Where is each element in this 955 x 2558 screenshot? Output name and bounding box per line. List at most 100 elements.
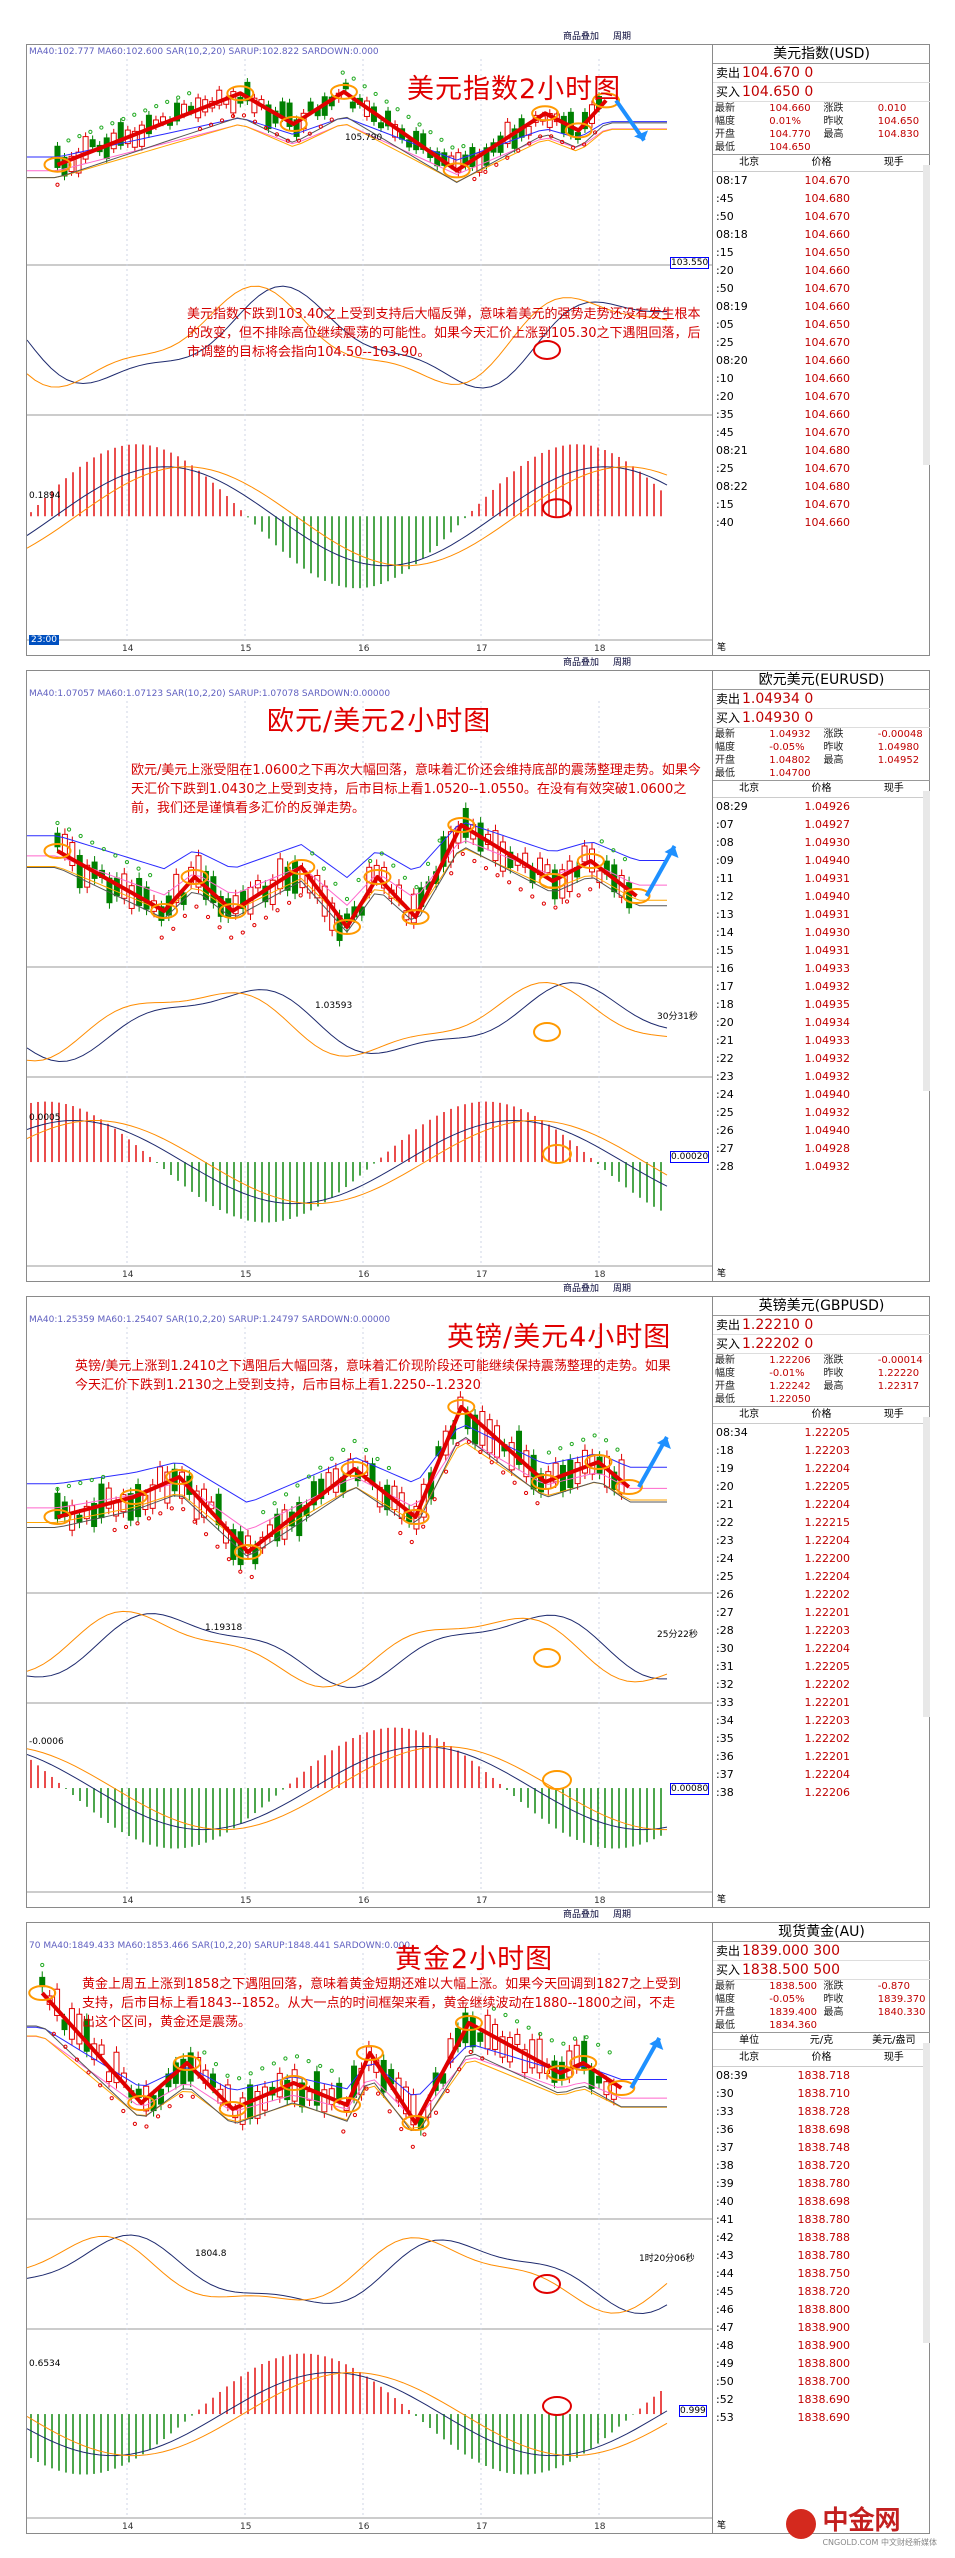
tick-row: :33 1838.728 (716, 2105, 850, 2118)
sar-dot (527, 141, 532, 146)
stat-cell: 开盘 (715, 2007, 735, 2018)
sar-dot (249, 1574, 254, 1580)
tick-row: :41 1838.780 (716, 2213, 850, 2226)
footer-tab[interactable]: 笔 (717, 643, 727, 653)
candle-body (82, 136, 89, 160)
tick-row: :13 1.04931 (716, 908, 850, 921)
toolbar-tab[interactable]: 周期 (613, 658, 632, 668)
scrollbar[interactable] (923, 165, 930, 465)
stat-cell: -0.05% (769, 1994, 805, 2005)
stat-cell: 0.010 (877, 103, 907, 114)
sub-label: 0.6534 (29, 2359, 61, 2369)
swing-point-marker (447, 1399, 476, 1415)
sar-dot (505, 155, 510, 160)
swing-point-marker (363, 869, 392, 885)
scrollbar[interactable] (923, 2043, 930, 2343)
analysis-note: 欧元/美元上涨受阻在1.0600之下再次大幅回落，意味着汇价还会维持底部的震荡整… (131, 763, 701, 816)
candle-body (529, 2039, 536, 2069)
quote-row: 卖出 1839.000 300 (713, 1942, 930, 1961)
toolbar-tab[interactable]: 商品叠加 (563, 1284, 600, 1294)
candle-body (499, 2036, 506, 2058)
candle-body (68, 155, 75, 173)
quote-row: 买入 104.650 0 (713, 83, 930, 102)
projection-arrow-head (664, 846, 679, 858)
sar-dot (63, 2044, 68, 2049)
sar-dot (99, 125, 104, 130)
stat-cell: 1838.500 (769, 1981, 817, 1992)
quote-label: 买入 (716, 85, 741, 99)
sar-dot (457, 2067, 462, 2072)
sar-dot (167, 2104, 172, 2109)
footer-tab[interactable]: 笔 (717, 2521, 727, 2531)
sar-dot (472, 858, 477, 864)
sar-dot (558, 1446, 563, 1451)
sar-dot (169, 1506, 174, 1511)
sar-dot (208, 122, 214, 127)
tick-row: :36 1838.698 (716, 2123, 850, 2136)
swing-point-marker (218, 903, 247, 919)
sar-dot (230, 114, 236, 119)
sar-dot (252, 923, 257, 928)
toolbar-tab[interactable]: 周期 (613, 32, 632, 42)
swing-point-marker (614, 1479, 643, 1495)
scrollbar[interactable] (923, 791, 930, 1091)
sar-dot (409, 1539, 414, 1545)
sub-label: 0.0005 (29, 1113, 61, 1123)
axis-day-label: 18 (594, 1270, 606, 1280)
sar-dot (146, 1516, 152, 1521)
sar-dot (202, 2050, 207, 2055)
countdown-label: 30分31秒 (657, 1012, 698, 1022)
candle-body (522, 852, 529, 868)
sar-dot (159, 935, 164, 940)
swing-point-marker (233, 1544, 262, 1560)
candle-body (265, 104, 272, 130)
quote-label: 卖出 (716, 66, 741, 80)
footer-tab[interactable]: 笔 (717, 1269, 727, 1279)
axis-day-label: 14 (122, 1270, 134, 1280)
time-label: 23:00 (29, 635, 59, 645)
quote-label: 卖出 (716, 1944, 741, 1958)
toolbar-tab[interactable]: 商品叠加 (563, 32, 600, 42)
toolbar-tab[interactable]: 商品叠加 (563, 1910, 600, 1920)
sar-dot (296, 138, 301, 143)
candle-body (240, 890, 247, 909)
sar-dot (362, 84, 367, 89)
sar-dot (507, 880, 512, 885)
sar-dot (615, 1447, 620, 1452)
sar-dot (110, 121, 115, 126)
oscillator-line (27, 1610, 668, 1688)
candle-body (626, 882, 633, 909)
sar-dot (421, 1524, 426, 1529)
swing-point-marker (340, 1461, 369, 1477)
sar-dot (364, 2086, 369, 2091)
sar-dot (66, 1483, 72, 1489)
sar-dot (588, 887, 593, 892)
toolbar-tab[interactable]: 商品叠加 (563, 658, 600, 668)
tick-row: :39 1838.780 (716, 2177, 850, 2190)
axis-day-label: 16 (358, 1896, 370, 1906)
sar-dot (439, 137, 444, 142)
sar-dot (450, 145, 455, 150)
sar-dot (205, 914, 211, 920)
toolbar-tab[interactable]: 周期 (613, 1910, 632, 1920)
candle-body (135, 1484, 142, 1518)
quote-stats: 最新 104.660 涨跌 0.010 幅度 0.01% 昨收 104.650 开盘 104.77… (713, 102, 930, 155)
quote-value: 104.650 0 (742, 84, 814, 100)
sar-dot (283, 2056, 288, 2061)
stat-cell: 1.04952 (877, 755, 920, 766)
swing-point-marker (401, 909, 430, 925)
sar-dot (179, 2093, 184, 2099)
candle-body (552, 1462, 559, 1483)
unit-row[interactable]: 单位 元/克 美元/盎司 (713, 2033, 930, 2050)
gbpusd-panel: 14 15 16 17 18 MA40:1.25359 MA60:1.25407 SAR… (26, 1284, 930, 1908)
tick-row: :53 1838.690 (716, 2411, 850, 2424)
toolbar-tab[interactable]: 周期 (613, 1284, 632, 1294)
quote-label: 卖出 (716, 1318, 741, 1332)
candle-body (138, 124, 145, 147)
scrollbar[interactable] (923, 1417, 930, 1717)
macd-marker (542, 2396, 572, 2417)
sar-dot (238, 1569, 243, 1574)
footer-tab[interactable]: 笔 (717, 1895, 727, 1905)
oscillator-marker (533, 2274, 561, 2294)
projection-arrow-head (649, 2038, 664, 2050)
